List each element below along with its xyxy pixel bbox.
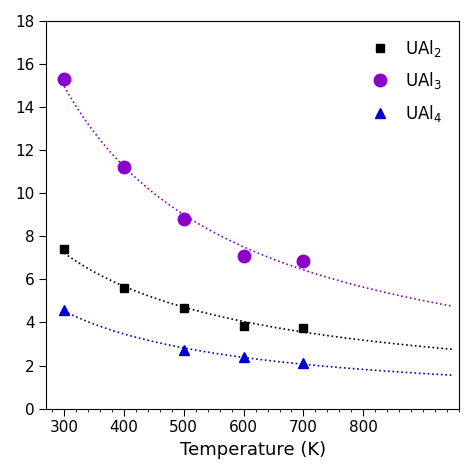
X-axis label: Temperature (K): Temperature (K) [180, 441, 326, 459]
Line: UAl$_4$: UAl$_4$ [59, 305, 308, 368]
Line: UAl$_3$: UAl$_3$ [58, 73, 310, 267]
UAl$_3$ [181, 216, 187, 222]
Legend: UAl$_2$, UAl$_3$, UAl$_4$: UAl$_2$, UAl$_3$, UAl$_4$ [356, 29, 451, 132]
UAl$_4$ [241, 354, 246, 360]
UAl$_4$ [181, 347, 187, 353]
UAl$_2$ [241, 323, 246, 328]
UAl$_4$ [61, 307, 67, 312]
UAl$_2$ [301, 325, 306, 331]
UAl$_2$ [121, 285, 127, 291]
UAl$_3$ [121, 164, 127, 170]
UAl$_3$ [241, 253, 246, 259]
Line: UAl$_2$: UAl$_2$ [60, 245, 308, 332]
UAl$_3$ [61, 76, 67, 82]
UAl$_2$ [61, 246, 67, 252]
UAl$_3$ [301, 258, 306, 264]
UAl$_2$ [181, 306, 187, 311]
UAl$_4$ [301, 361, 306, 366]
